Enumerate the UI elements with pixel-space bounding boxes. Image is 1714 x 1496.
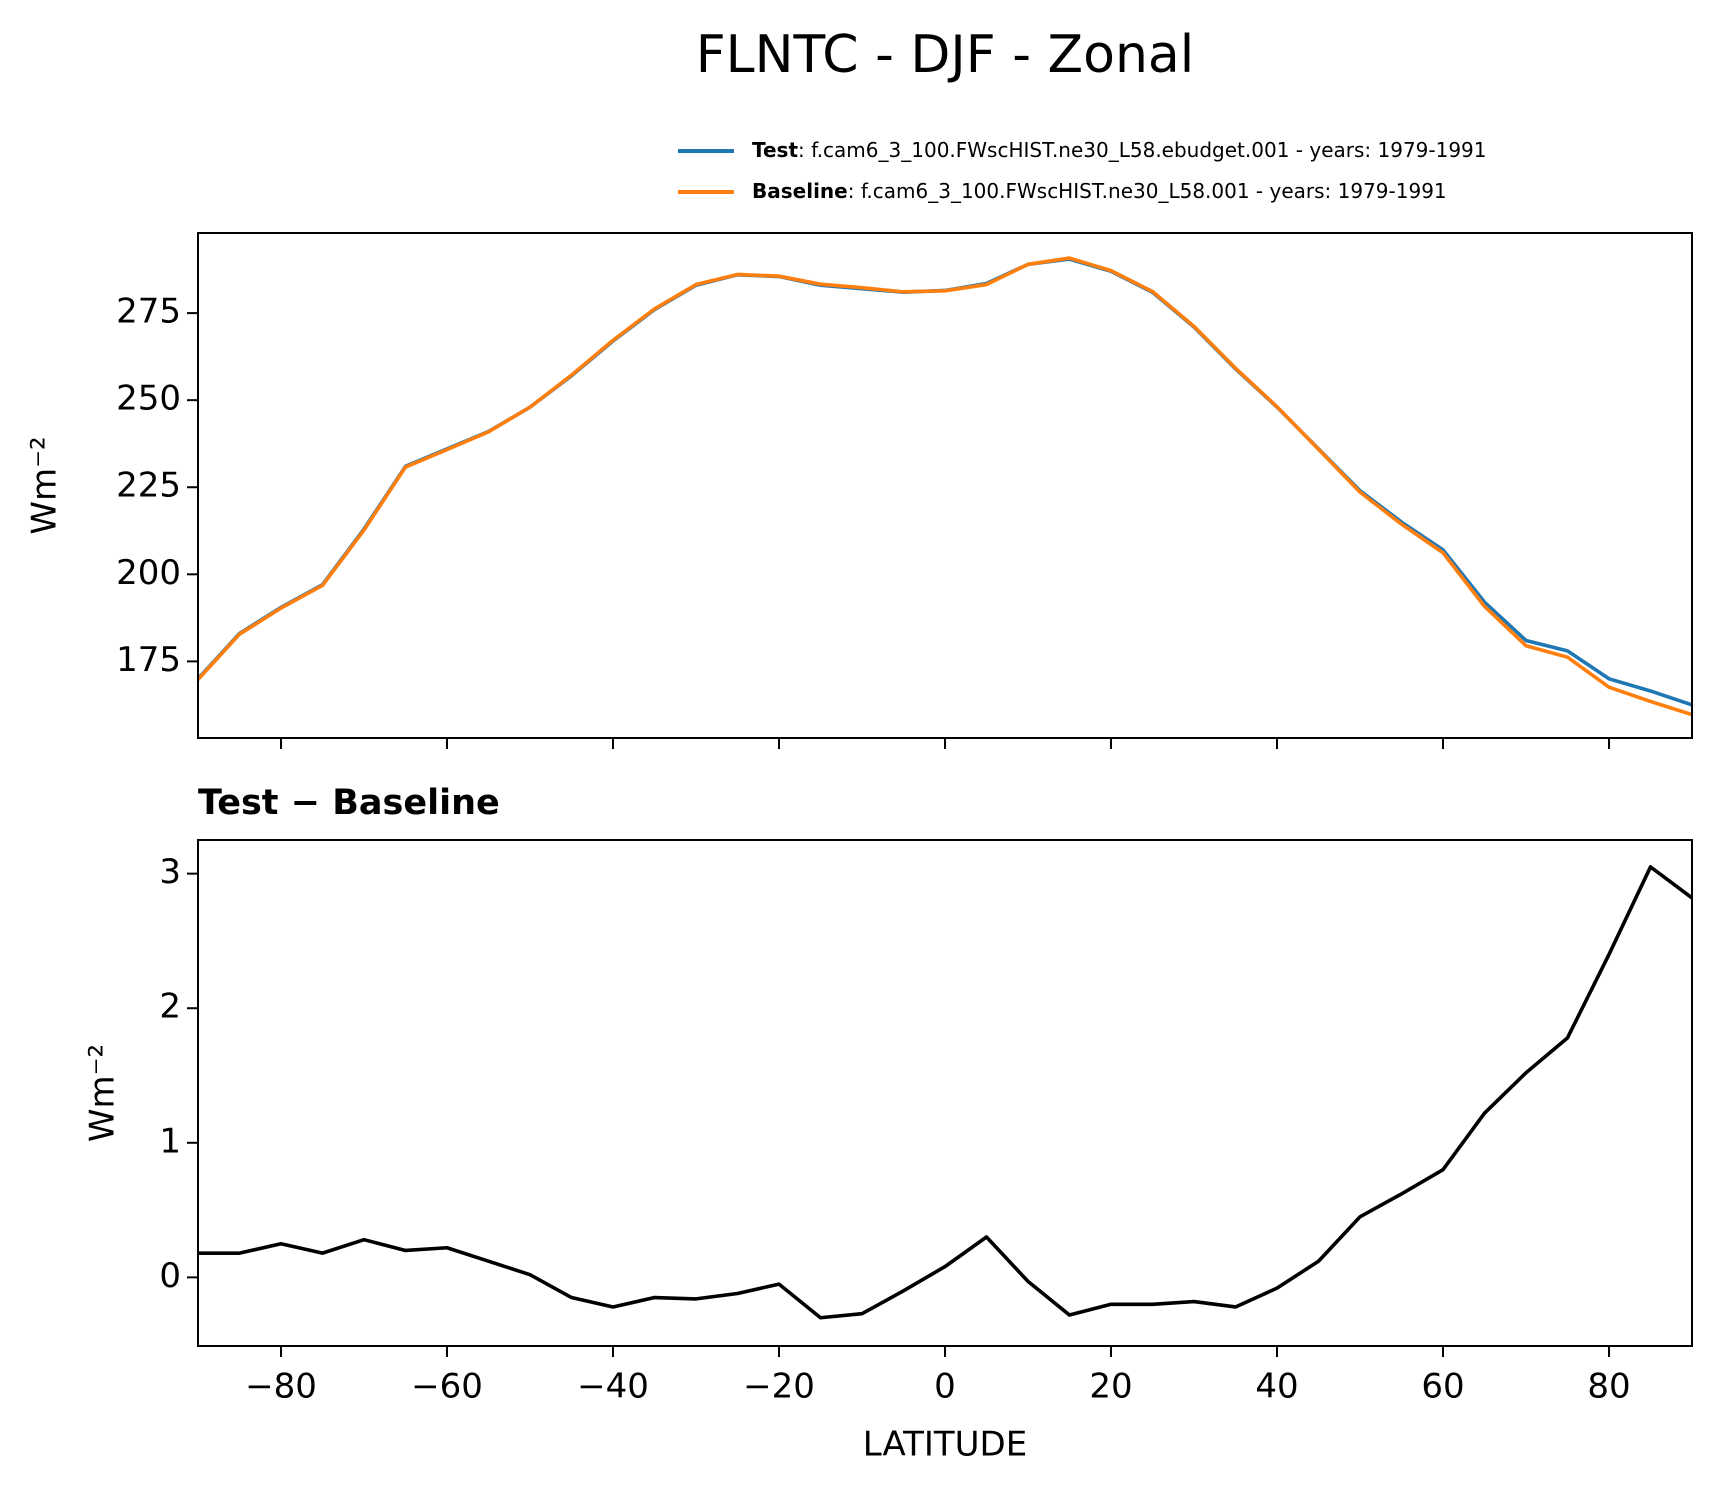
x-tick-label: 0 xyxy=(934,1367,956,1407)
figure-title: FLNTC - DJF - Zonal xyxy=(696,25,1194,85)
y-tick-label: 200 xyxy=(116,553,181,593)
y-tick-label: 175 xyxy=(116,640,181,680)
y-tick-label: 250 xyxy=(116,379,181,419)
legend-entry: Baseline: f.cam6_3_100.FWscHIST.ne30_L58… xyxy=(752,179,1447,203)
axes-frame xyxy=(197,232,1693,739)
y-tick-label: 1 xyxy=(159,1121,181,1161)
legend-name: Baseline xyxy=(752,179,848,203)
y-axis-label: Wm⁻² xyxy=(83,1044,123,1142)
x-tick-label: 80 xyxy=(1587,1367,1630,1407)
line-series xyxy=(198,865,1692,1320)
x-tick-label: 60 xyxy=(1421,1367,1464,1407)
legend-description: : f.cam6_3_100.FWscHIST.ne30_L58.001 - y… xyxy=(848,179,1447,203)
legend-name: Test xyxy=(752,138,798,162)
line-series xyxy=(198,256,1692,717)
x-axis-label: LATITUDE xyxy=(863,1425,1027,1465)
y-axis-label: Wm⁻² xyxy=(25,436,65,534)
x-tick-label: 20 xyxy=(1089,1367,1132,1407)
x-tick-label: −80 xyxy=(245,1367,317,1407)
legend-description: : f.cam6_3_100.FWscHIST.ne30_L58.ebudget… xyxy=(798,138,1487,162)
y-tick-label: 2 xyxy=(159,987,181,1027)
subplot-title: Test − Baseline xyxy=(198,783,500,823)
axes-frame xyxy=(197,839,1693,1347)
x-tick-label: −20 xyxy=(743,1367,815,1407)
legend-entry: Test: f.cam6_3_100.FWscHIST.ne30_L58.ebu… xyxy=(752,138,1487,162)
y-tick-label: 3 xyxy=(159,852,181,892)
y-tick-label: 0 xyxy=(159,1256,181,1296)
x-tick-label: −60 xyxy=(411,1367,483,1407)
x-tick-label: −40 xyxy=(577,1367,649,1407)
x-tick-label: 40 xyxy=(1255,1367,1298,1407)
y-tick-label: 275 xyxy=(116,292,181,332)
y-tick-label: 225 xyxy=(116,466,181,506)
